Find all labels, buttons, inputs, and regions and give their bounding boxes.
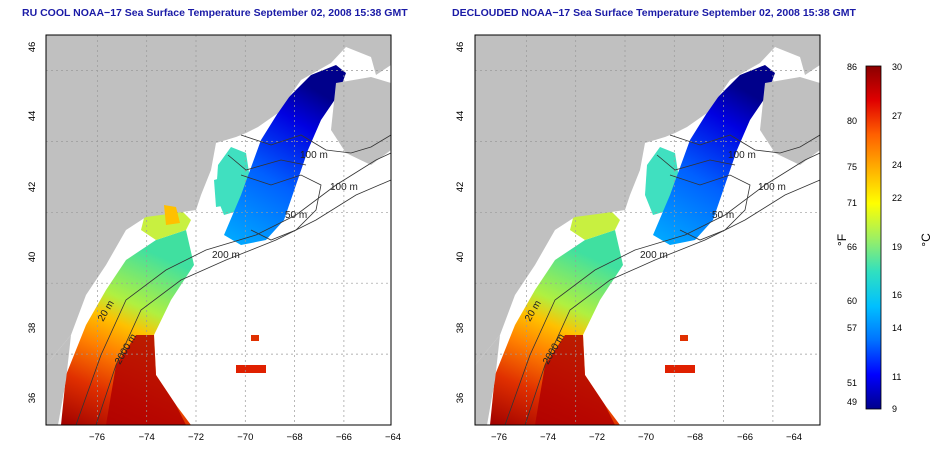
contour-label-50: 50 m [712, 210, 734, 221]
lat-tick: 42 [455, 182, 466, 193]
c-tick: 30 [892, 62, 902, 72]
c-tick: 9 [892, 404, 897, 414]
left-map-panel [45, 34, 392, 426]
lat-tick: 42 [27, 182, 38, 193]
contour-label-200: 200 m [212, 250, 240, 261]
lat-tick: 38 [27, 323, 38, 334]
f-tick: 66 [847, 242, 857, 252]
left-map-title: RU COOL NOAA−17 Sea Surface Temperature … [22, 7, 408, 19]
contour-label-100a: 100 m [300, 150, 328, 161]
lat-tick: 46 [27, 42, 38, 53]
right-lon-axis: −76 −74 −72 −70 −68 −66 −64 [491, 432, 802, 443]
contour-label-100b: 100 m [758, 182, 786, 193]
lat-tick: 46 [455, 42, 466, 53]
f-tick: 60 [847, 296, 857, 306]
lon-tick: −72 [188, 432, 204, 443]
colorbar-c-ticks: 30 27 24 22 19 16 14 11 9 [892, 62, 902, 414]
c-tick: 11 [892, 372, 901, 382]
lon-tick: −64 [786, 432, 802, 443]
c-tick: 19 [892, 242, 902, 252]
f-tick: 80 [847, 116, 857, 126]
c-tick: 16 [892, 290, 902, 300]
lon-tick: −70 [638, 432, 654, 443]
c-tick: 14 [892, 323, 902, 333]
left-lon-axis: −76 −74 −72 −70 −68 −66 −64 [89, 432, 401, 443]
right-map-panel [474, 34, 821, 426]
right-map-title: DECLOUDED NOAA−17 Sea Surface Temperatur… [452, 7, 856, 19]
lat-tick: 40 [455, 252, 466, 263]
lon-tick: −66 [336, 432, 352, 443]
colorbar-unit-f: °F [835, 234, 849, 246]
right-lat-axis: 46 44 42 40 38 36 [455, 42, 466, 404]
lat-tick: 44 [455, 111, 466, 122]
f-tick: 71 [847, 198, 857, 208]
f-tick: 75 [847, 162, 857, 172]
lon-tick: −70 [237, 432, 253, 443]
lon-tick: −74 [540, 432, 556, 443]
f-tick: 86 [847, 62, 857, 72]
contour-label-50: 50 m [285, 210, 307, 221]
colorbar-unit-c: °C [919, 233, 933, 247]
lat-tick: 44 [27, 111, 38, 122]
c-tick: 27 [892, 111, 902, 121]
lat-tick: 36 [455, 393, 466, 404]
contour-label-100b: 100 m [330, 182, 358, 193]
lat-tick: 40 [27, 252, 38, 263]
contour-label-200: 200 m [640, 250, 668, 261]
lon-tick: −72 [589, 432, 605, 443]
lon-tick: −74 [139, 432, 155, 443]
f-tick: 49 [847, 397, 857, 407]
lon-tick: −76 [89, 432, 105, 443]
colorbar-f-ticks: 86 80 75 71 66 60 57 51 49 [847, 62, 857, 407]
lon-tick: −66 [737, 432, 753, 443]
lat-tick: 38 [455, 323, 466, 334]
lon-tick: −68 [687, 432, 703, 443]
lon-tick: −68 [287, 432, 303, 443]
lon-tick: −76 [491, 432, 507, 443]
lat-tick: 36 [27, 393, 38, 404]
c-tick: 24 [892, 160, 902, 170]
colorbar-gradient [865, 65, 882, 410]
left-lat-axis: 46 44 42 40 38 36 [27, 42, 38, 404]
c-tick: 22 [892, 193, 902, 203]
f-tick: 51 [847, 378, 857, 388]
colorbar: 86 80 75 71 66 60 57 51 49 30 27 24 22 1… [835, 62, 933, 414]
contour-label-100a: 100 m [728, 150, 756, 161]
lon-tick: −64 [385, 432, 401, 443]
f-tick: 57 [847, 323, 857, 333]
